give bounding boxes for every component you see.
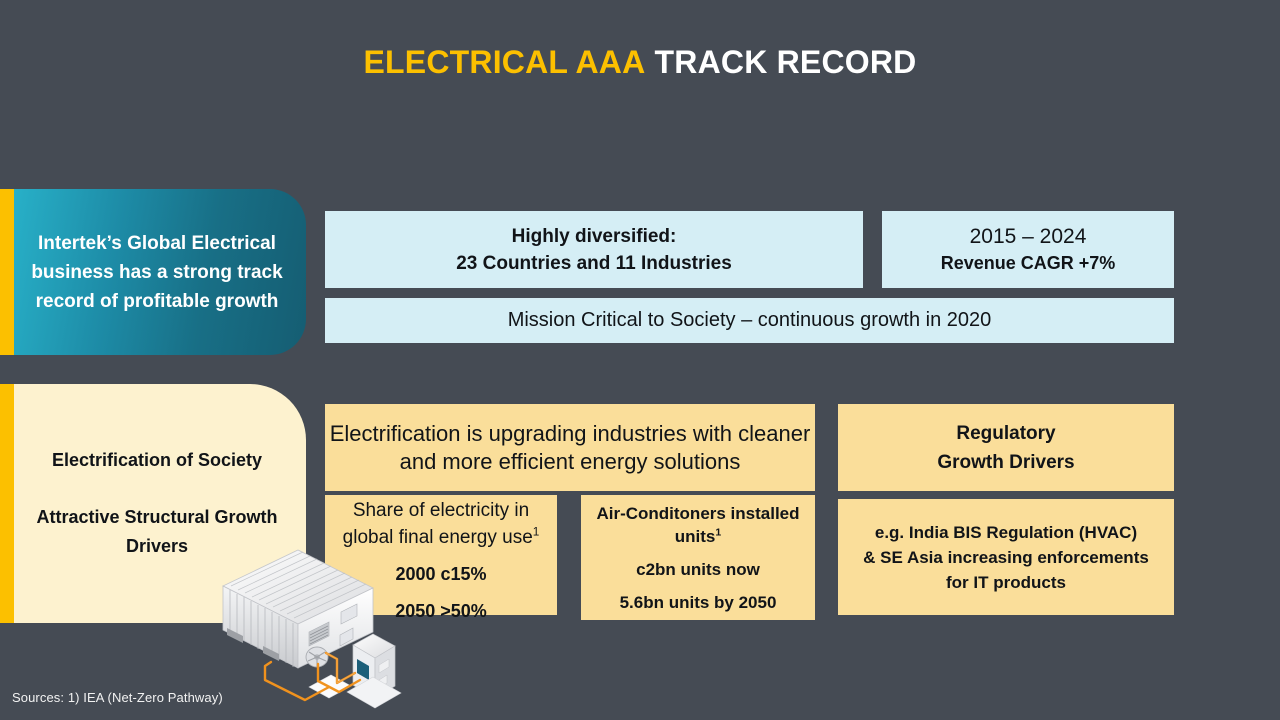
card-share-of-electricity-heading-text: Share of electricity in global final ene…: [342, 500, 533, 548]
card-highly-diversified-line-1: Highly diversified:: [511, 225, 677, 247]
panel-yellow-accent-bar: [0, 384, 14, 623]
panel-blue-body: Intertek’s Global Electrical business ha…: [14, 189, 306, 355]
card-revenue-cagr-value: Revenue CAGR +7%: [940, 252, 1116, 273]
panel-yellow-text: Electrification of Society Attractive St…: [26, 446, 288, 561]
panel-intertek-global-electrical: Intertek’s Global Electrical business ha…: [0, 189, 306, 355]
page-title-highlight: ELECTRICAL AAA: [363, 44, 646, 80]
card-share-of-electricity-heading: Share of electricity in global final ene…: [325, 497, 557, 551]
card-revenue-cagr: 2015 – 2024 Revenue CAGR +7%: [882, 211, 1174, 288]
card-bis-regulation-line-2: & SE Asia increasing enforcements: [863, 547, 1149, 567]
card-electrification-headline-text: Electrification is upgrading industries …: [329, 420, 811, 474]
page-title: ELECTRICAL AAA TRACK RECORD: [0, 42, 1280, 82]
footnote-marker: 1: [532, 525, 540, 539]
panel-electrification-of-society: Electrification of Society Attractive St…: [0, 384, 306, 623]
card-mission-critical-text: Mission Critical to Society – continuous…: [507, 309, 992, 331]
card-air-conditioners-stat-2: 5.6bn units by 2050: [619, 592, 777, 612]
panel-yellow-spacer: [26, 475, 288, 503]
page-title-rest: TRACK RECORD: [654, 44, 917, 80]
panel-yellow-line-2: Attractive Structural Growth Drivers: [36, 507, 278, 556]
card-revenue-cagr-period: 2015 – 2024: [969, 224, 1087, 248]
card-air-conditioners: Air-Conditoners installed units1 c2bn un…: [581, 495, 815, 620]
card-regulatory-headline-line-2: Growth Drivers: [937, 451, 1075, 473]
card-share-of-electricity-stat-2: 2050 >50%: [395, 601, 487, 621]
sources-footnote: Sources: 1) IEA (Net-Zero Pathway): [12, 690, 223, 705]
card-mission-critical: Mission Critical to Society – continuous…: [325, 298, 1174, 343]
card-air-conditioners-heading: Air-Conditoners installed units1: [581, 502, 815, 548]
panel-yellow-line-1: Electrification of Society: [51, 450, 263, 470]
card-highly-diversified-line-2: 23 Countries and 11 Industries: [456, 252, 732, 274]
panel-yellow-body: Electrification of Society Attractive St…: [14, 384, 306, 623]
card-electrification-headline: Electrification is upgrading industries …: [325, 404, 815, 491]
panel-blue-accent-bar: [0, 189, 14, 355]
card-air-conditioners-heading-text: Air-Conditoners installed units: [596, 503, 800, 546]
card-highly-diversified: Highly diversified: 23 Countries and 11 …: [325, 211, 863, 288]
card-bis-regulation: e.g. India BIS Regulation (HVAC) & SE As…: [838, 499, 1174, 615]
card-bis-regulation-line-1: e.g. India BIS Regulation (HVAC): [874, 522, 1138, 542]
card-regulatory-headline: Regulatory Growth Drivers: [838, 404, 1174, 491]
panel-blue-text: Intertek’s Global Electrical business ha…: [31, 232, 283, 312]
card-share-of-electricity-stat-1: 2000 c15%: [395, 564, 487, 584]
card-bis-regulation-line-3: for IT products: [946, 572, 1066, 592]
footnote-marker: 1: [715, 525, 722, 538]
card-regulatory-headline-line-1: Regulatory: [956, 422, 1056, 444]
card-share-of-electricity: Share of electricity in global final ene…: [325, 495, 557, 621]
card-air-conditioners-stat-1: c2bn units now: [636, 559, 760, 579]
